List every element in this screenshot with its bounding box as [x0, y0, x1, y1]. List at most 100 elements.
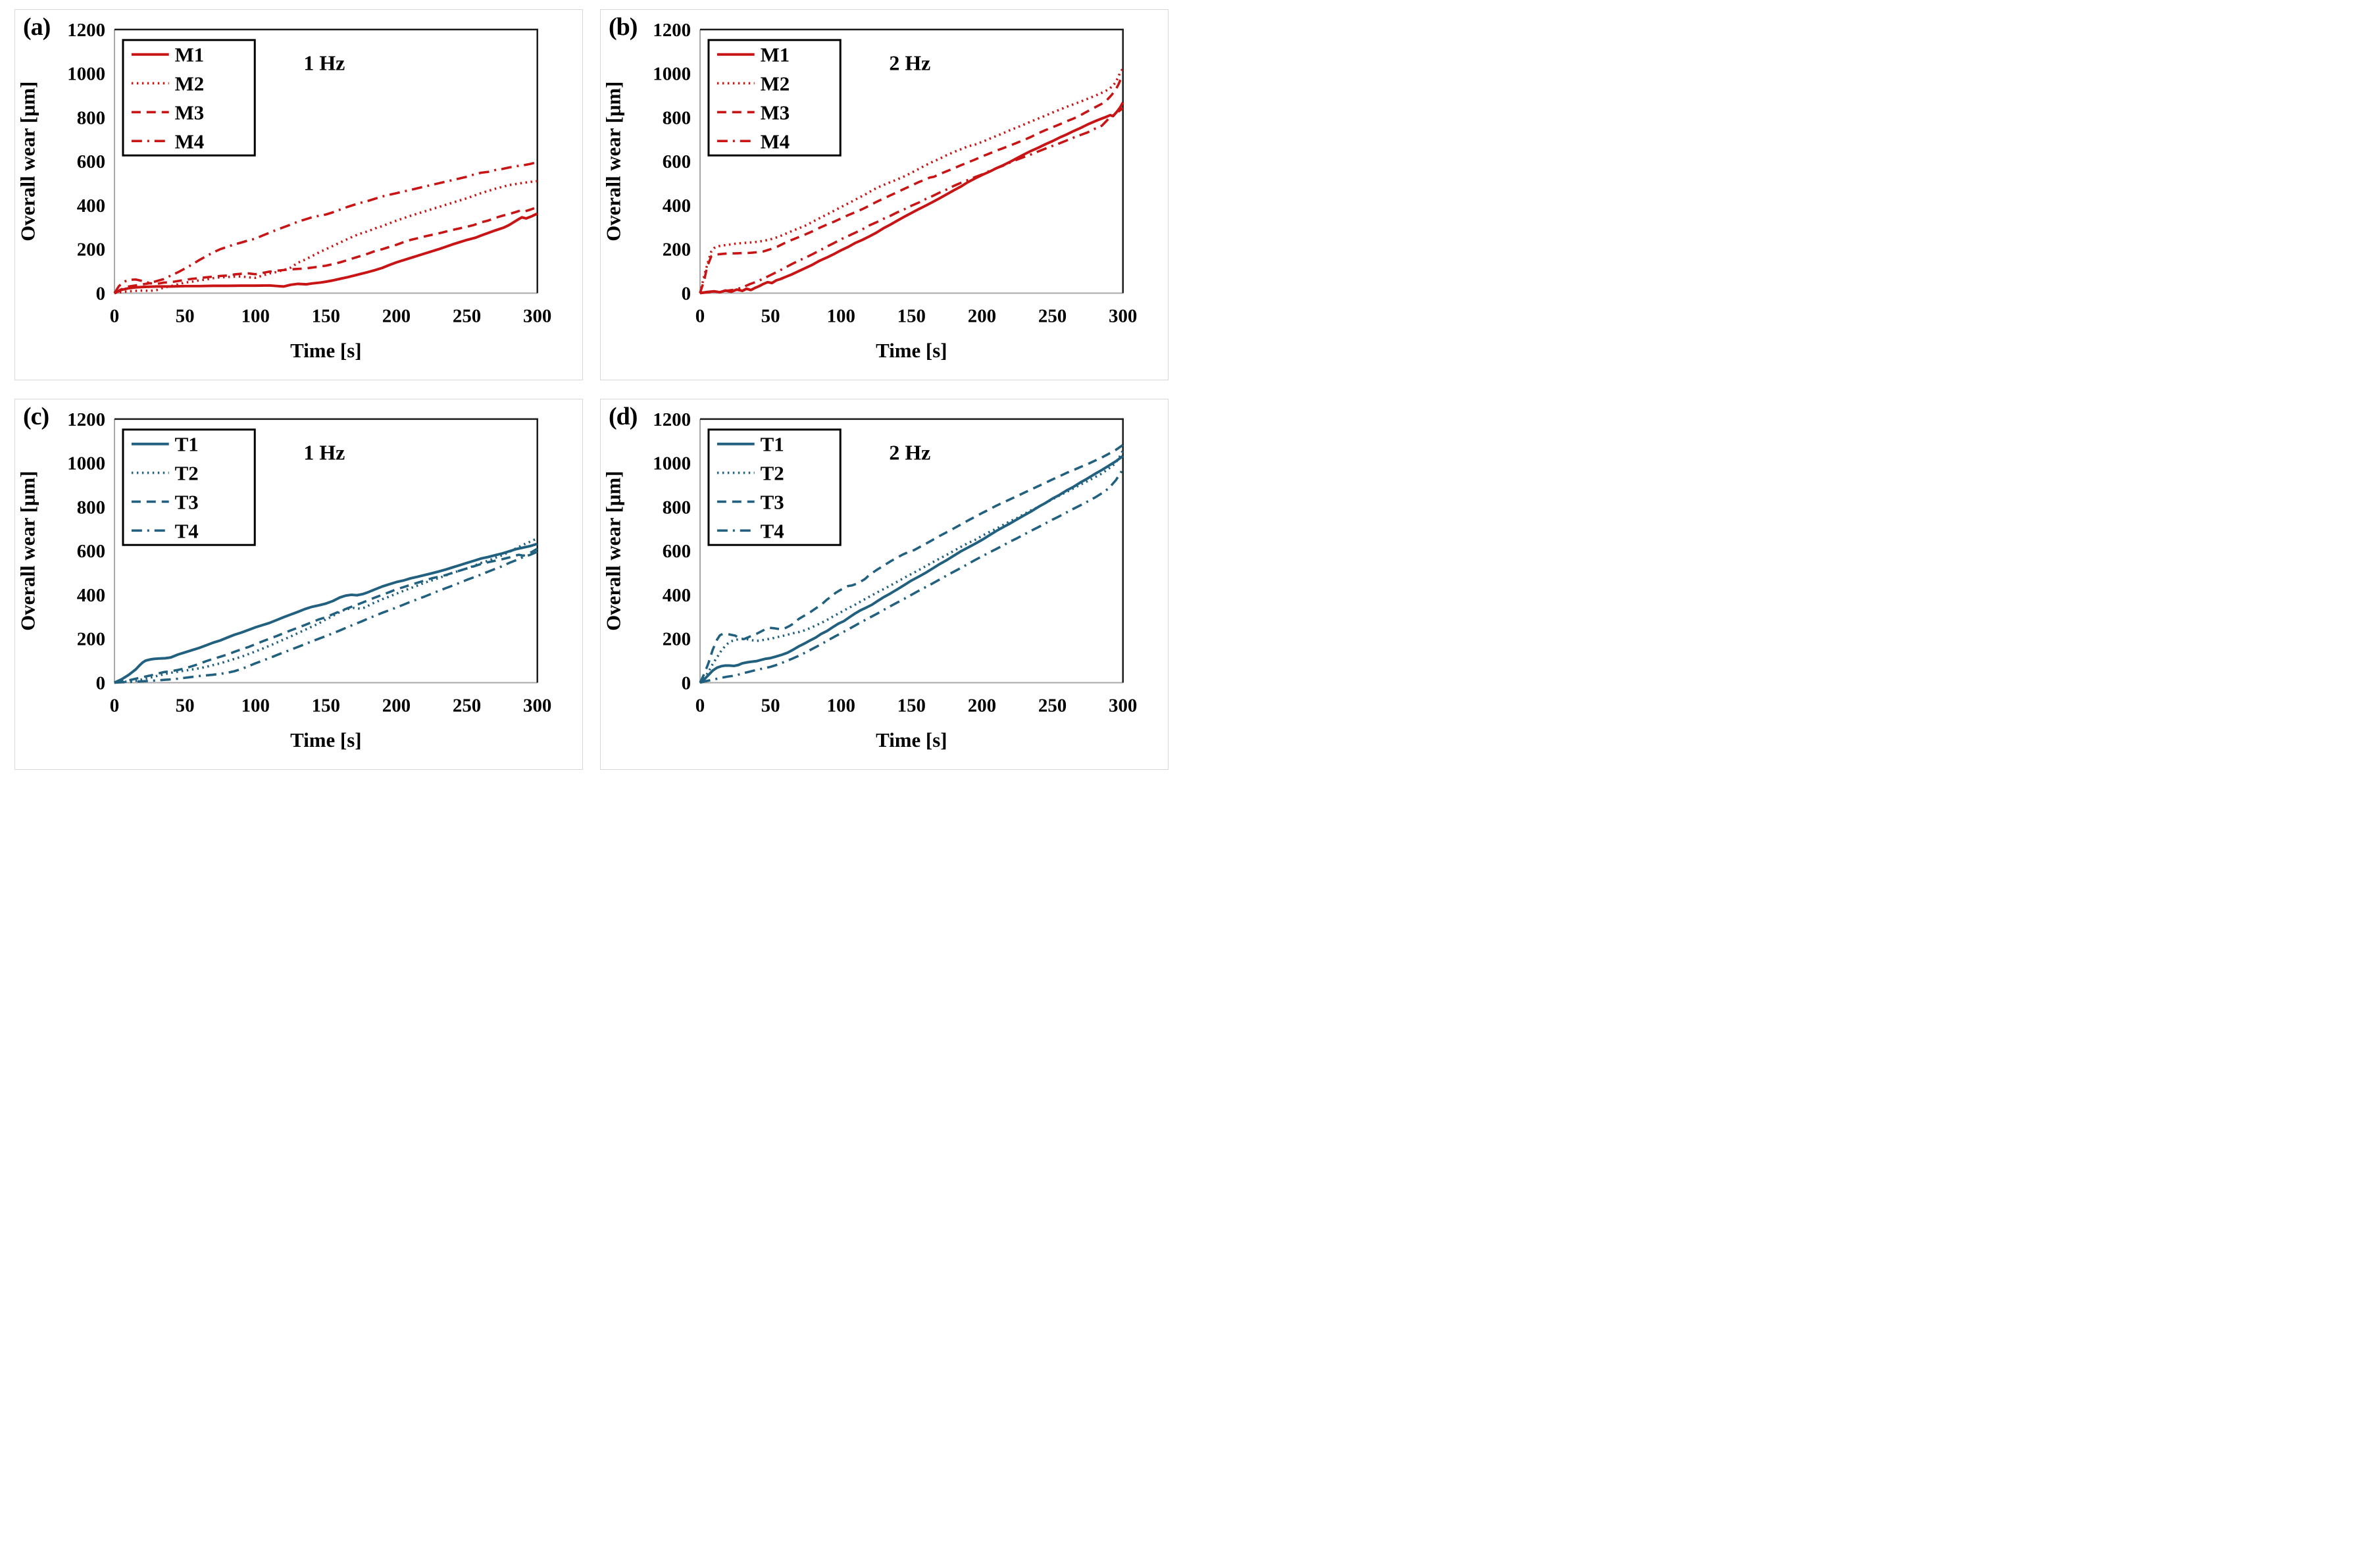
y-tick-label: 200 [663, 240, 691, 261]
x-tick-label: 0 [695, 305, 705, 326]
legend: T1 T2 T3 T4 [122, 428, 256, 546]
legend-label-T4: T4 [175, 519, 199, 542]
legend: M1 M2 M3 M4 [122, 39, 256, 157]
x-tick-label: 50 [176, 695, 195, 716]
legend-label-T2: T2 [175, 462, 199, 485]
panel-c: (c) 0 200 400 600 800 1000 1200 0 50 100 150 200 250… [14, 399, 583, 770]
x-tick-label: 0 [695, 695, 705, 716]
series-line-M2 [699, 68, 1124, 293]
x-tick-label: 250 [1038, 695, 1067, 716]
y-tick-label: 600 [663, 541, 691, 562]
frequency-annotation: 2 Hz [889, 52, 930, 75]
x-tick-label: 250 [453, 695, 481, 716]
series-line-M3 [114, 205, 538, 295]
y-tick-label: 600 [77, 541, 105, 562]
legend-label-T1: T1 [175, 433, 199, 456]
x-tick-label: 200 [968, 695, 996, 716]
frequency-annotation: 1 Hz [303, 442, 345, 465]
series-line-M3 [699, 75, 1124, 294]
x-axis-title: Time [s] [876, 728, 947, 751]
legend-label-T2: T2 [761, 462, 784, 485]
panel-b-label: (b) [609, 13, 638, 41]
legend-label-T1: T1 [761, 433, 784, 456]
y-tick-label: 200 [77, 629, 105, 650]
y-tick-label: 1200 [653, 20, 691, 41]
y-tick-label: 800 [663, 497, 691, 518]
legend-label-M4: M4 [175, 130, 205, 153]
x-tick-label: 300 [1109, 695, 1137, 716]
panel-c-chart: 0 200 400 600 800 1000 1200 0 50 100 150 200 250 300 T… [16, 409, 551, 751]
legend: T1 T2 T3 T4 [707, 428, 842, 546]
panel-a-label: (a) [23, 13, 51, 41]
legend: M1 M2 M3 M4 [707, 39, 842, 157]
x-tick-label: 200 [382, 695, 411, 716]
x-tick-label: 100 [241, 305, 270, 326]
x-tick-label: 200 [968, 305, 996, 326]
frequency-annotation: 2 Hz [889, 442, 930, 465]
x-axis-title: Time [s] [290, 728, 361, 751]
x-tick-label: 0 [110, 305, 119, 326]
series-line-T1 [114, 542, 538, 684]
y-tick-label: 800 [77, 107, 105, 128]
panel-c-label: (c) [23, 403, 49, 430]
axis-lines [114, 418, 538, 684]
x-axis-title: Time [s] [290, 339, 361, 362]
legend-label-M2: M2 [761, 72, 790, 95]
y-tick-label: 1000 [653, 453, 691, 474]
series-line-T4 [114, 550, 538, 684]
series-line-T3 [114, 547, 538, 684]
x-tick-label: 250 [1038, 305, 1067, 326]
series-line-M2 [114, 180, 538, 295]
axis-lines [699, 418, 1123, 684]
panel-a: (a) 0 200 400 600 800 1000 1200 0 50 100 150 200 250… [14, 9, 583, 380]
plot-border [114, 28, 538, 293]
x-tick-label: 100 [241, 695, 270, 716]
legend-label-M4: M4 [761, 130, 790, 153]
panel-a-chart: 0 200 400 600 800 1000 1200 0 50 100 150 200 250 300 T… [16, 20, 551, 362]
y-tick-label: 200 [663, 629, 691, 650]
y-tick-label: 400 [663, 585, 691, 606]
y-tick-label: 400 [663, 195, 691, 216]
frequency-annotation: 1 Hz [303, 52, 345, 75]
y-tick-label: 400 [77, 585, 105, 606]
legend-label-M1: M1 [175, 43, 205, 66]
legend-label-M2: M2 [175, 72, 205, 95]
y-axis-title: Overall wear [μm] [601, 471, 624, 631]
panel-b-chart: 0 200 400 600 800 1000 1200 0 50 100 150 200 250 300 T… [601, 20, 1137, 362]
y-tick-label: 1000 [67, 453, 105, 474]
y-tick-label: 1000 [67, 64, 105, 85]
x-tick-label: 150 [312, 305, 340, 326]
x-tick-label: 50 [761, 305, 780, 326]
legend-box [122, 39, 256, 157]
x-axis-title: Time [s] [876, 339, 947, 362]
x-tick-label: 250 [453, 305, 481, 326]
x-tick-label: 50 [176, 305, 195, 326]
legend-box [707, 428, 842, 546]
y-tick-label: 0 [682, 283, 691, 304]
x-tick-label: 300 [523, 695, 551, 716]
legend-box [122, 428, 256, 546]
x-tick-label: 300 [523, 305, 551, 326]
legend-label-M1: M1 [761, 43, 790, 66]
legend-label-T3: T3 [175, 490, 199, 513]
plot-border [699, 418, 1124, 683]
y-tick-label: 0 [96, 283, 105, 304]
legend-label-T3: T3 [761, 490, 784, 513]
x-tick-label: 300 [1109, 305, 1137, 326]
x-tick-label: 150 [897, 695, 926, 716]
plot-border [114, 418, 538, 683]
y-tick-label: 800 [663, 107, 691, 128]
legend-label-M3: M3 [175, 101, 205, 124]
series-line-M1 [114, 212, 538, 295]
x-tick-label: 50 [761, 695, 780, 716]
y-tick-label: 1200 [67, 20, 105, 41]
series-line-M4 [113, 161, 538, 294]
y-tick-label: 400 [77, 195, 105, 216]
x-tick-label: 0 [110, 695, 119, 716]
panel-b: (b) 0 200 400 600 800 1000 1200 0 50 100 150 200 250… [600, 9, 1169, 380]
series-line-M4 [699, 107, 1124, 295]
y-tick-label: 0 [96, 672, 105, 694]
y-tick-label: 600 [77, 151, 105, 172]
y-tick-label: 1000 [653, 64, 691, 85]
legend-label-M3: M3 [761, 101, 790, 124]
